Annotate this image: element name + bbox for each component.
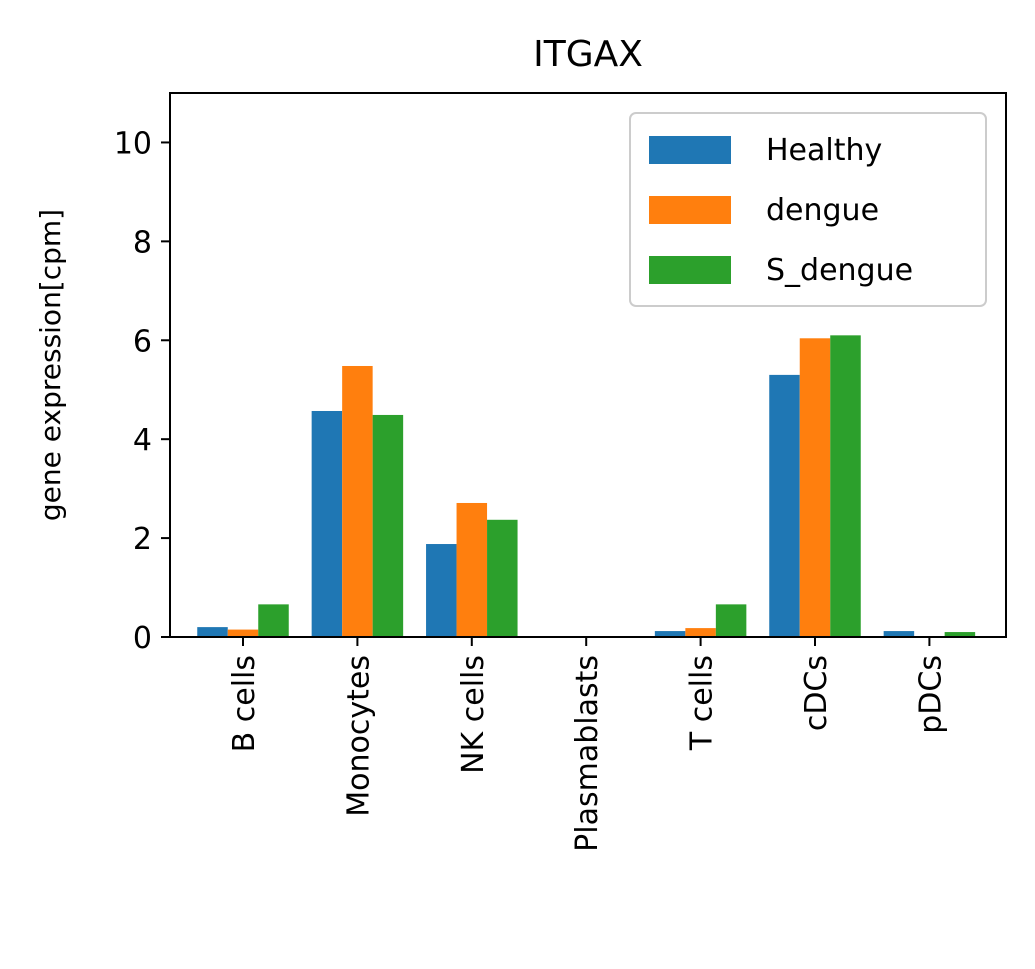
bars-group — [197, 335, 976, 637]
y-tick-label: 4 — [133, 423, 152, 458]
bar-healthy-monocytes — [311, 410, 343, 637]
y-axis-ticks: 0 2 4 6 8 10 — [114, 126, 170, 656]
x-tick-label: T cells — [685, 655, 720, 751]
bar-healthy-t-cells — [654, 631, 686, 637]
y-tick-label: 6 — [133, 324, 152, 359]
bar-s-dengue-monocytes — [372, 414, 404, 637]
x-tick-label: B cells — [227, 655, 262, 752]
x-tick-label: pDCs — [913, 655, 948, 734]
legend-swatch-healthy — [649, 136, 731, 164]
bar-s-dengue-cdcs — [830, 335, 861, 637]
bar-dengue-t-cells — [685, 628, 716, 637]
bar-healthy-cdcs — [769, 374, 800, 637]
bar-healthy-b-cells — [197, 627, 228, 637]
legend-swatch-s-dengue — [649, 256, 731, 284]
x-tick-label: NK cells — [456, 655, 491, 774]
chart-title: ITGAX — [533, 34, 643, 75]
bar-dengue-monocytes — [342, 365, 373, 637]
bar-s-dengue-nk-cells — [487, 519, 518, 637]
bar-s-dengue-t-cells — [715, 604, 747, 637]
x-axis-ticks: B cells Monocytes NK cells Plasmablasts T ce… — [227, 637, 948, 852]
legend-label-s-dengue: S_dengue — [766, 253, 913, 288]
legend-label-healthy: Healthy — [766, 133, 882, 168]
y-tick-label: 10 — [114, 126, 152, 161]
x-tick-label: cDCs — [799, 655, 834, 731]
plot-frame — [169, 92, 1007, 638]
y-tick-label: 2 — [133, 522, 152, 557]
bar-dengue-b-cells — [227, 629, 259, 637]
x-tick-label: Monocytes — [341, 655, 376, 817]
bar-s-dengue-b-cells — [258, 604, 289, 637]
legend-label-dengue: dengue — [766, 193, 879, 228]
legend: Healthy dengue S_dengue — [629, 112, 987, 307]
y-tick-label: 0 — [133, 621, 152, 656]
legend-swatch-dengue — [649, 196, 731, 224]
bar-dengue-cdcs — [799, 338, 831, 637]
x-tick-label: Plasmablasts — [570, 655, 605, 852]
bar-healthy-pdcs — [883, 631, 915, 637]
y-tick-label: 8 — [133, 225, 152, 260]
bar-s-dengue-pdcs — [944, 632, 976, 637]
y-axis-label: gene expression[cpm] — [34, 209, 67, 521]
bar-healthy-nk-cells — [426, 544, 457, 637]
bar-dengue-nk-cells — [456, 502, 488, 637]
